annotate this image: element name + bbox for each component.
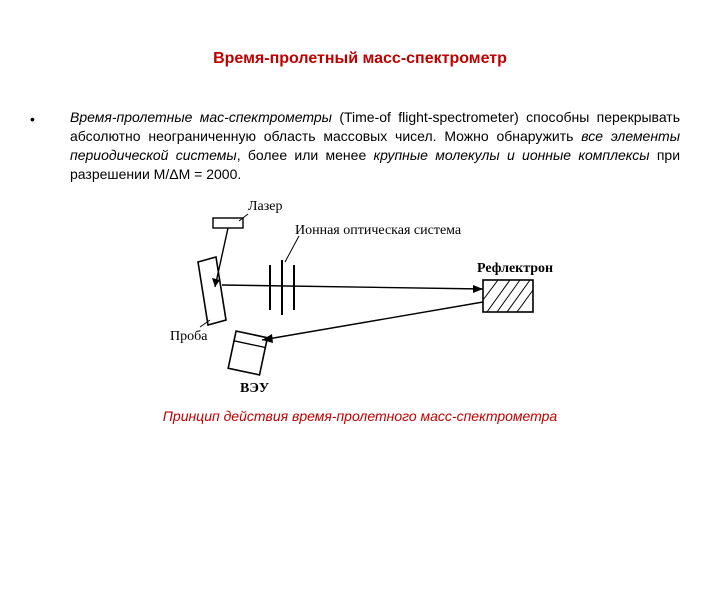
body-seg4: , более или менее (237, 147, 374, 163)
page-title: Время-пролетный масс-спектрометр (0, 50, 720, 68)
label-reflectron: Рефлектрон (477, 261, 553, 276)
sample-plate (198, 257, 226, 325)
label-line-optics (285, 236, 299, 262)
label-detector: ВЭУ (240, 381, 269, 396)
spectrometer-diagram: Лазер Ионная оптическая система Рефлектр… (140, 192, 580, 397)
label-ion-optics: Ионная оптическая система (295, 223, 462, 238)
detector (228, 331, 267, 375)
label-sample: Проба (170, 329, 208, 344)
body-seg1: Время-пролетные мас-спектрометры (70, 109, 332, 125)
ion-path-return (262, 302, 483, 343)
bullet-marker: • (30, 108, 70, 130)
diagram-container: Лазер Ионная оптическая система Рефлектр… (0, 192, 720, 402)
label-laser: Лазер (248, 199, 282, 214)
body-row: • Время-пролетные мас-спектрометры (Time… (0, 108, 720, 184)
body-seg5: крупные молекулы и ионные комплексы (374, 147, 650, 163)
reflectron (483, 280, 533, 312)
diagram-caption: Принцип действия время-пролетного масс-с… (0, 408, 720, 424)
body-paragraph: Время-пролетные мас-спектрометры (Time-o… (70, 108, 680, 184)
ion-path-forward (222, 285, 483, 293)
ion-optics (270, 260, 294, 315)
laser-source (212, 218, 243, 287)
